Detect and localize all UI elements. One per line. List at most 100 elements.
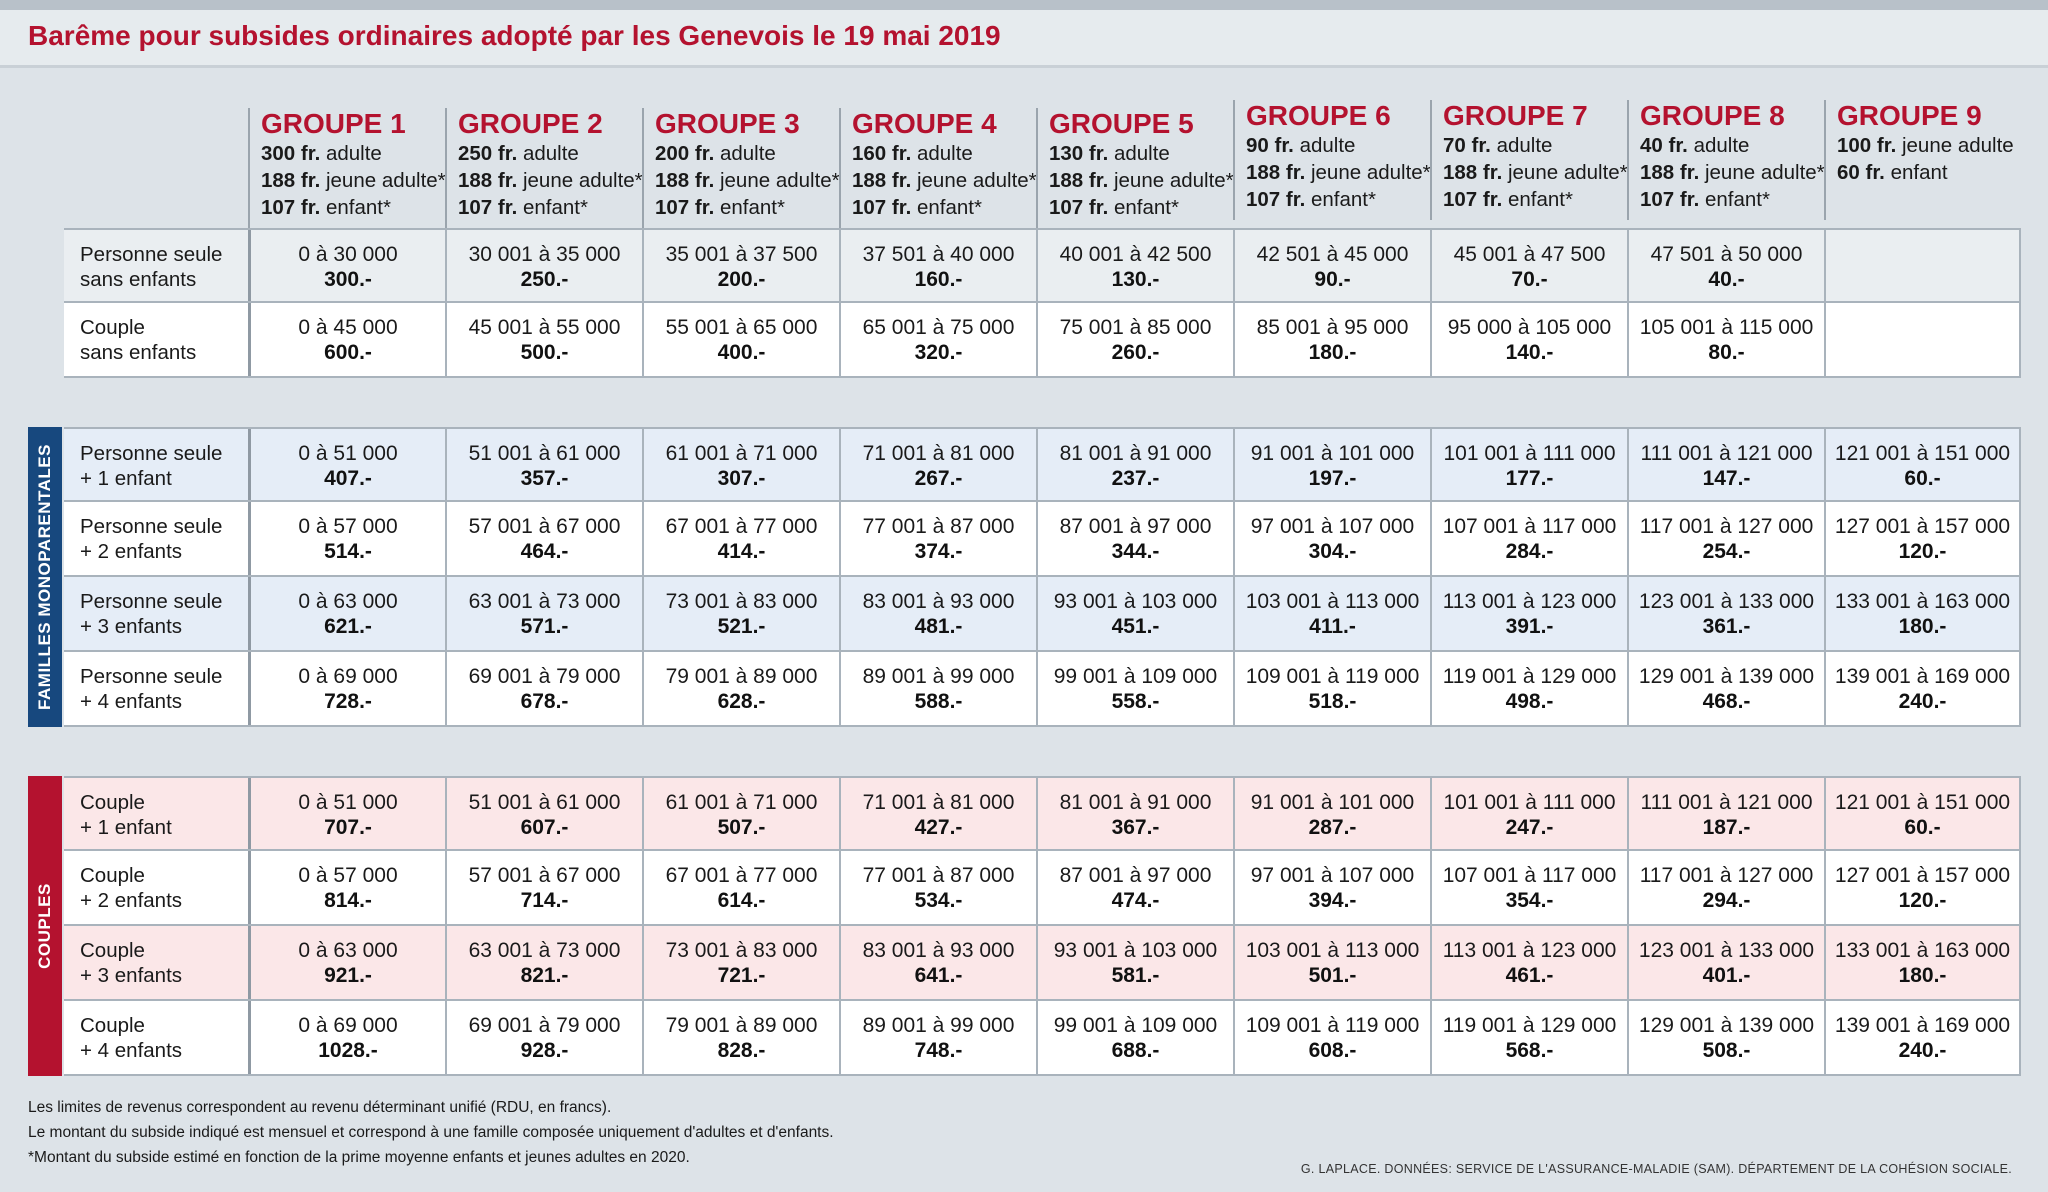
table-cell-groupe-1: 0 à 51 000 707.-	[248, 778, 445, 849]
income-range: 0 à 63 000	[298, 590, 398, 613]
income-range: 103 001 à 113 000	[1245, 939, 1420, 962]
subsidy-amount: 120.-	[1898, 540, 1947, 563]
table-row: Personne seule + 4 enfants 0 à 69 000 728.-…	[64, 652, 2021, 727]
table-cell-groupe-3: 79 001 à 89 000 828.-	[642, 1001, 839, 1074]
section-label-text: COUPLES	[35, 883, 54, 969]
group-rate-line: 107 fr. enfant*	[1640, 186, 1824, 213]
table-cell-groupe-6: 85 001 à 95 000 180.-	[1233, 303, 1430, 376]
table-cell-groupe-2: 30 001 à 35 000 250.-	[445, 230, 642, 301]
group-rate-line: 90 fr. adulte	[1246, 132, 1430, 159]
subsidy-amount: 250.-	[520, 268, 569, 291]
income-range: 87 001 à 97 000	[1059, 515, 1212, 538]
income-range: 121 001 à 151 000	[1834, 442, 2011, 465]
rate-category: enfant*	[1502, 188, 1573, 211]
income-range: 117 001 à 127 000	[1639, 864, 1814, 887]
group-rate-line: 40 fr. adulte	[1640, 132, 1824, 159]
row-label-line: Personne seule	[80, 515, 223, 538]
rate-category: adulte	[911, 142, 973, 165]
table-cell-groupe-8: 123 001 à 133 000 401.-	[1627, 926, 1824, 999]
subsidy-amount: 400.-	[717, 341, 766, 364]
table-cell-groupe-7: 101 001 à 111 000 177.-	[1430, 429, 1627, 500]
subsidy-amount: 508.-	[1702, 1039, 1751, 1062]
income-range: 55 001 à 65 000	[665, 316, 818, 339]
subsidy-amount: 821.-	[520, 964, 569, 987]
table-cell-groupe-2: 45 001 à 55 000 500.-	[445, 303, 642, 376]
table-row: Personne seule + 1 enfant 0 à 51 000 407.- 5…	[64, 427, 2021, 502]
subsidy-amount: 200.-	[717, 268, 766, 291]
rate-category: adulte	[517, 142, 579, 165]
table-cell-groupe-2: 69 001 à 79 000 928.-	[445, 1001, 642, 1074]
row-label-line: Personne seule	[80, 590, 223, 613]
subsidy-amount: 140.-	[1505, 341, 1554, 364]
income-range: 101 001 à 111 000	[1443, 791, 1616, 814]
subsidy-amount: 407.-	[324, 467, 372, 490]
table-cell-groupe-7: 95 000 à 105 000 140.-	[1430, 303, 1627, 376]
table-cell-groupe-7: 113 001 à 123 000 461.-	[1430, 926, 1627, 999]
subsidy-amount: 588.-	[914, 690, 963, 713]
subsidy-amount: 267.-	[914, 467, 963, 490]
row-label: Couple + 4 enfants	[64, 1001, 250, 1074]
income-range: 69 001 à 79 000	[468, 1014, 621, 1037]
group-rate-line: 200 fr. adulte	[655, 140, 839, 167]
table-cell-groupe-4: 83 001 à 93 000 481.-	[839, 577, 1036, 650]
table-cell-groupe-1: 0 à 57 000 514.-	[248, 502, 445, 575]
table-cell-groupe-6: 109 001 à 119 000 608.-	[1233, 1001, 1430, 1074]
row-label-line: sans enfants	[80, 341, 197, 364]
group-header-5: GROUPE 5 130 fr. adulte 188 fr. jeune adul…	[1036, 108, 1233, 228]
group-rate-line: 107 fr. enfant*	[261, 194, 445, 221]
subsidy-amount: 600.-	[324, 341, 372, 364]
table-cell-groupe-8: 105 001 à 115 000 80.-	[1627, 303, 1824, 376]
subsidy-amount: 498.-	[1505, 690, 1554, 713]
table-cell-groupe-9	[1824, 303, 2021, 376]
group-rate-line: 107 fr. enfant*	[458, 194, 642, 221]
table-cell-groupe-1: 0 à 63 000 621.-	[248, 577, 445, 650]
income-range: 121 001 à 151 000	[1834, 791, 2011, 814]
rate-amount: 60 fr.	[1837, 161, 1885, 184]
rate-amount: 188 fr.	[1246, 161, 1306, 184]
rate-category: enfant*	[1108, 196, 1179, 219]
footnote-estimate: *Montant du subside estimé en fonction d…	[28, 1149, 690, 1166]
row-label: Couple sans enfants	[64, 303, 250, 376]
subsidy-amount: 607.-	[520, 816, 569, 839]
income-range: 0 à 30 000	[298, 243, 398, 266]
group-title: GROUPE 3	[655, 108, 800, 139]
income-range: 89 001 à 99 000	[862, 665, 1015, 688]
rate-category: enfant*	[1305, 188, 1376, 211]
rate-amount: 130 fr.	[1049, 142, 1109, 165]
source-credit: G. LAPLACE. DONNÉES: SERVICE DE L'ASSURA…	[1300, 1162, 2012, 1176]
income-range: 0 à 57 000	[298, 864, 398, 887]
group-header-6: GROUPE 6 90 fr. adulte 188 fr. jeune adult…	[1233, 100, 1430, 220]
subsidy-amount: 414.-	[717, 540, 766, 563]
subsidy-amount: 571.-	[520, 615, 569, 638]
subsidy-amount: 361.-	[1702, 615, 1751, 638]
income-range: 51 001 à 61 000	[468, 791, 621, 814]
income-range: 61 001 à 71 000	[665, 442, 818, 465]
group-header-9: GROUPE 9 100 fr. jeune adulte 60 fr. enfan…	[1824, 100, 2021, 220]
table-cell-groupe-3: 61 001 à 71 000 507.-	[642, 778, 839, 849]
subsidy-amount: 641.-	[914, 964, 963, 987]
rate-amount: 40 fr.	[1640, 134, 1688, 157]
subsidy-amount: 240.-	[1898, 1039, 1947, 1062]
subsidy-amount: 294.-	[1702, 889, 1751, 912]
table-cell-groupe-7: 101 001 à 111 000 247.-	[1430, 778, 1627, 849]
subsidy-amount: 90.-	[1314, 268, 1351, 291]
group-rate-line: 130 fr. adulte	[1049, 140, 1233, 167]
income-range: 47 501 à 50 000	[1650, 243, 1803, 266]
table-cell-groupe-5: 87 001 à 97 000 474.-	[1036, 851, 1233, 924]
group-title: GROUPE 1	[261, 108, 406, 139]
table-cell-groupe-1: 0 à 51 000 407.-	[248, 429, 445, 500]
table-cell-groupe-6: 97 001 à 107 000 394.-	[1233, 851, 1430, 924]
income-range: 71 001 à 81 000	[862, 791, 1015, 814]
subsidy-amount: 474.-	[1111, 889, 1160, 912]
table-cell-groupe-6: 97 001 à 107 000 304.-	[1233, 502, 1430, 575]
subsidy-amount: 260.-	[1111, 341, 1160, 364]
income-range: 69 001 à 79 000	[468, 665, 621, 688]
row-label: Couple + 3 enfants	[64, 926, 250, 999]
table-cell-groupe-8: 111 001 à 121 000 187.-	[1627, 778, 1824, 849]
group-title: GROUPE 5	[1049, 108, 1194, 139]
table-cell-groupe-5: 81 001 à 91 000 367.-	[1036, 778, 1233, 849]
table-cell-groupe-3: 79 001 à 89 000 628.-	[642, 652, 839, 725]
subsidy-amount: 177.-	[1505, 467, 1554, 490]
rate-category: jeune adulte*	[517, 169, 642, 192]
subsidy-amount: 391.-	[1505, 615, 1554, 638]
